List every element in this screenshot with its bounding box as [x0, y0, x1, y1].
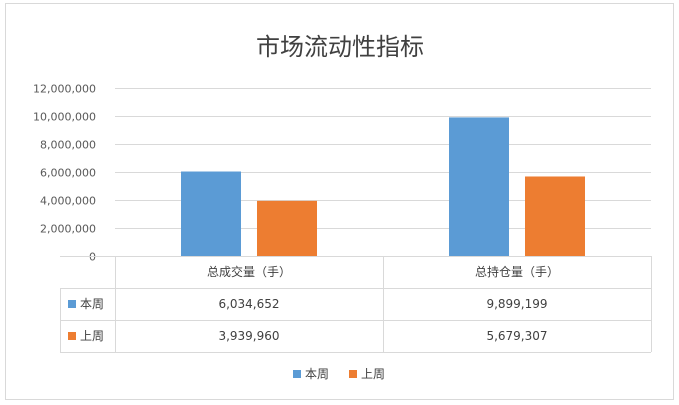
data-label: 9,899,199	[486, 297, 547, 311]
category-label: 总持仓量（手）	[475, 264, 559, 279]
table-series-key	[68, 300, 76, 308]
table-series-key	[68, 332, 76, 340]
data-label: 3,939,960	[218, 329, 279, 343]
legend-label: 本周	[305, 367, 329, 381]
y-tick-label: 8,000,000	[40, 139, 96, 152]
chart-title: 市场流动性指标	[256, 33, 424, 61]
y-tick-label: 10,000,000	[33, 111, 96, 124]
category-label: 总成交量（手）	[207, 264, 291, 279]
legend-label: 上周	[361, 367, 385, 381]
bar-this-week-0	[181, 171, 241, 256]
bar-last-week-1	[525, 176, 585, 256]
bar-last-week-0	[257, 200, 317, 256]
bars	[181, 117, 585, 256]
y-tick-label: 6,000,000	[40, 167, 96, 180]
y-tick-label: 4,000,000	[40, 195, 96, 208]
data-table: 总成交量（手） 总持仓量（手） 本周 6,034,652 9,899,199 上周 3,93…	[60, 256, 652, 353]
data-label: 6,034,652	[218, 297, 279, 311]
table-series-name: 本周	[80, 297, 104, 311]
y-tick-label: 2,000,000	[40, 223, 96, 236]
bar-this-week-1	[449, 117, 509, 256]
table-series-name: 上周	[80, 329, 104, 343]
data-label: 5,679,307	[486, 329, 547, 343]
y-axis-tick-labels: 02,000,0004,000,0006,000,0008,000,00010,…	[33, 83, 96, 264]
legend-key	[349, 370, 357, 378]
legend-key	[293, 370, 301, 378]
legend: 本周 上周	[293, 367, 385, 381]
y-tick-label: 12,000,000	[33, 83, 96, 96]
